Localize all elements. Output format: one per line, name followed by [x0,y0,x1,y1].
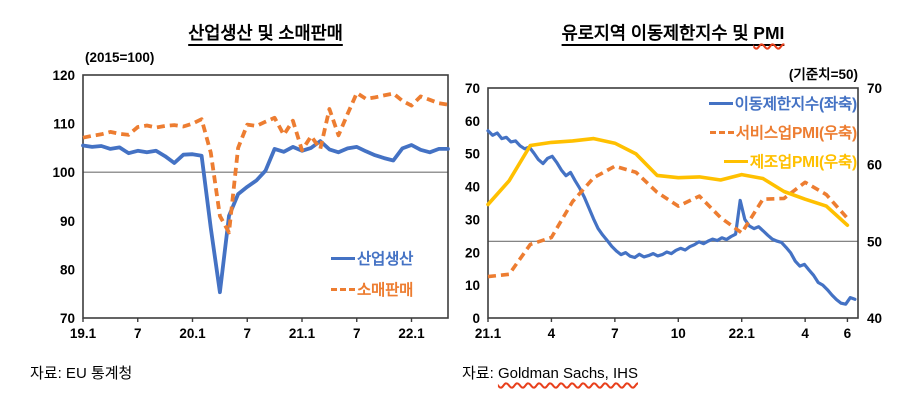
y-left-tick-label: 10 [465,278,480,293]
y-left-tick-label: 70 [465,81,480,96]
dashed-line-sample-icon [331,287,355,291]
series-line-solid-0 [486,129,857,306]
right-chart-source-prefix: 자료: [462,365,498,382]
series-line-solid-0 [81,139,450,295]
y-right-tick-label: 70 [867,81,882,96]
right-chart-title-pmi: PMI [753,23,785,43]
series-line-solid-2 [486,136,850,227]
x-tick-label: 21.1 [475,326,502,341]
legend-item-industrial-production: 산업생산 [331,247,413,269]
y-right-tick-label: 50 [867,234,882,249]
right-chart-axis-note: (기준치=50) [788,67,858,82]
right-chart-title: 유로지역 이동제한지수 및 PMI [488,20,858,45]
y-left-tick-label: 40 [465,180,480,195]
y-left-tick-label: 50 [465,147,480,162]
legend-item-manufacturing-pmi: 제조업PMI(우축) [723,150,857,172]
legend-label-retail-sales: 소매판매 [357,282,414,299]
legend-label-services-pmi: 서비스업PMI(우축) [735,125,857,142]
y-left-tick-label: 120 [52,68,75,83]
y-left-tick-label: 100 [52,165,75,180]
left-chart-title: 산업생산 및 소매판매 [83,20,448,45]
legend-label-mobility-index: 이동제한지수(좌축) [734,96,858,113]
series-line-dashed-1 [487,164,849,279]
y-left-tick-label: 20 [465,245,480,260]
y-left-tick-label: 80 [60,262,75,277]
x-tick-label: 7 [611,326,619,341]
x-tick-label: 6 [844,326,852,341]
legend-item-retail-sales: 소매판매 [331,278,413,300]
left-chart-legend: 산업생산 소매판매 [331,247,413,300]
y-left-tick-label: 70 [60,311,75,326]
dashed-line-sample-icon [709,130,734,134]
y-left-tick-label: 30 [465,212,480,227]
left-chart-title-text: 산업생산 및 소매판매 [188,23,343,43]
x-tick-label: 7 [243,326,251,341]
left-chart-source-text: 자료: EU 통계청 [30,365,133,382]
y-right-tick-label: 60 [867,158,882,173]
x-tick-label: 22.1 [398,326,425,341]
x-tick-label: 21.1 [289,326,316,341]
solid-line-sample-icon [331,256,355,260]
x-tick-label: 7 [134,326,142,341]
right-chart-source: 자료: Goldman Sachs, IHS [462,362,638,383]
left-chart-axis-note: (2015=100) [85,50,155,65]
plot-frame [82,74,449,319]
legend-label-industrial-production: 산업생산 [357,251,414,268]
legend-item-services-pmi: 서비스업PMI(우축) [709,121,857,143]
x-tick-label: 10 [671,326,686,341]
x-tick-label: 7 [353,326,361,341]
right-chart-title-text: 유로지역 이동제한지수 및 PMI [562,23,785,43]
legend-label-manufacturing-pmi: 제조업PMI(우축) [749,154,857,171]
y-left-tick-label: 60 [465,114,480,129]
y-right-tick-label: 40 [867,311,882,326]
right-chart-source-orgs: Goldman Sachs, IHS [497,365,638,382]
y-left-tick-label: 0 [472,311,480,326]
series-line-dashed-1 [82,91,449,235]
right-chart-legend: 이동제한지수(좌축) 서비스업PMI(우축) 제조업PMI(우축) [708,92,858,172]
y-left-tick-label: 90 [60,214,75,229]
x-tick-label: 20.1 [179,326,206,341]
legend-item-mobility-index: 이동제한지수(좌축) [708,92,858,114]
solid-line-sample-icon [708,101,733,105]
solid-line-sample-icon [723,159,748,163]
x-tick-label: 4 [548,326,556,341]
x-tick-label: 19.1 [70,326,97,341]
right-chart-title-prefix: 유로지역 이동제한지수 및 [561,23,754,43]
x-tick-label: 22.1 [729,326,756,341]
y-left-tick-label: 110 [53,117,75,132]
left-chart-source: 자료: EU 통계청 [30,362,132,383]
x-tick-label: 4 [801,326,809,341]
